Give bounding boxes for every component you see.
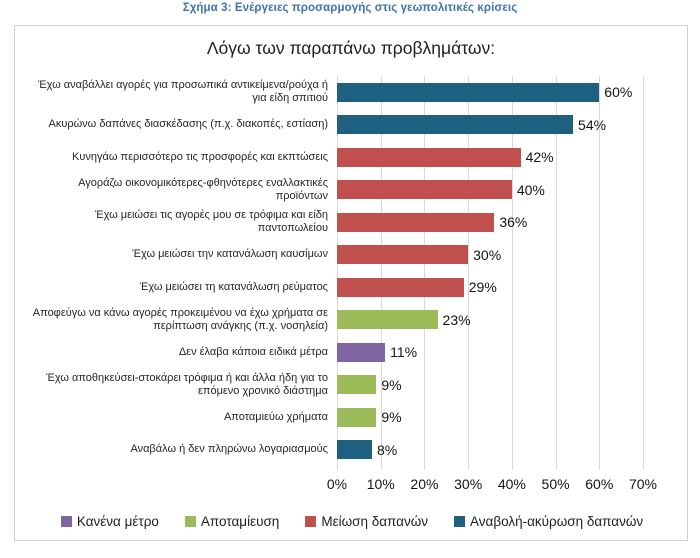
legend-item: Κανένα μέτρο — [60, 514, 159, 529]
bar-label: Αγοράζω οικονομικότερες-φθηνότερες εναλλ… — [78, 176, 328, 202]
legend-swatch — [184, 516, 196, 527]
bar-label: Αναβάλω ή δεν πληρώνω λογαριασμούς — [130, 443, 328, 456]
x-axis-tick: 70% — [628, 476, 658, 492]
bar — [337, 342, 386, 362]
bar-label: Αποταμιεύω χρήματα — [223, 410, 328, 423]
bar-row: Ακυρώνω δαπάνες διασκέδασης (π.χ. διακοπ… — [23, 109, 681, 142]
bar-plot-cell: 40% — [337, 180, 643, 200]
gridline — [599, 76, 601, 470]
bar-plot-cell: 30% — [337, 245, 643, 265]
x-axis-tick: 60% — [585, 476, 614, 492]
legend-swatch — [454, 516, 466, 527]
bar-row: Έχω μειώσει τη κατανάλωση ρεύματος 29% — [23, 271, 681, 304]
bar-row: Έχω μειώσει την κατανάλωση καυσίμων 30% — [23, 239, 681, 272]
gridline — [380, 76, 382, 470]
gridline — [468, 76, 470, 470]
legend-label: Μείωση δαπανών — [321, 514, 429, 529]
bar — [337, 310, 438, 330]
bar-value-label: 9% — [381, 409, 402, 426]
gridline — [511, 76, 513, 470]
bar-plot-cell: 8% — [337, 440, 643, 460]
x-axis-tick: 40% — [497, 476, 526, 492]
figure-caption: Σχήμα 3: Ενέργειες προσαρμογής στις γεωπ… — [182, 2, 518, 14]
gridline — [643, 76, 644, 470]
x-axis-tick: 50% — [541, 476, 570, 492]
bar-value-label: 36% — [499, 214, 528, 231]
chart-title: Λόγω των παραπάνω προβλημάτων: — [206, 38, 496, 58]
bar — [337, 407, 377, 427]
bar-plot-cell: 23% — [337, 310, 643, 330]
legend-label: Αποταμίευση — [200, 514, 280, 529]
legend-label: Κανένα μέτρο — [76, 514, 159, 529]
bar-plot-cell: 11% — [337, 342, 643, 362]
bar-label: Έχω μειώσει την κατανάλωση καυσίμων — [132, 248, 328, 261]
bar-plot-cell: 54% — [337, 115, 643, 135]
bar — [337, 277, 464, 297]
bar — [337, 147, 521, 167]
bar-value-label: 40% — [516, 181, 545, 198]
chart-container: Λόγω των παραπάνω προβλημάτων: Έχω αναβά… — [14, 25, 688, 541]
gridline — [555, 76, 557, 470]
bar-plot-cell: 9% — [337, 407, 643, 427]
bar — [337, 245, 469, 265]
bar-label: Έχω μειώσει τη κατανάλωση ρεύματος — [139, 280, 328, 293]
bar-value-label: 8% — [376, 441, 398, 458]
x-axis: 0% 10% 20% 30% 40% 50% 60% 70% — [327, 476, 657, 494]
bar-row: Αγοράζω οικονομικότερες-φθηνότερες εναλλ… — [23, 174, 681, 207]
bar-row: Αποφεύγω να κάνω αγορές προκειμένου να έ… — [23, 304, 681, 337]
legend-swatch — [305, 516, 317, 527]
bar-row: Αναβάλω ή δεν πληρώνω λογαριασμούς 8% — [23, 434, 681, 467]
bar-plot-cell: 36% — [337, 212, 643, 232]
legend-swatch — [60, 516, 72, 527]
bar-plot-cell: 42% — [337, 147, 643, 167]
bar-label: Έχω αποθηκεύσει-στοκάρει τρόφιμα ή και ά… — [46, 371, 328, 397]
bar-label: Αποφεύγω να κάνω αγορές προκειμένου να έ… — [32, 306, 328, 332]
bar — [337, 180, 512, 200]
bar-plot-cell: 29% — [337, 277, 643, 297]
bar-label: Δεν έλαβα κάποια ειδικά μέτρα — [178, 345, 328, 358]
bar — [337, 212, 495, 232]
gridlines — [337, 76, 644, 470]
gridline — [337, 76, 338, 470]
bar-row: Αποταμιεύω χρήματα 9% — [23, 401, 681, 434]
bar-row: Δεν έλαβα κάποια ειδικά μέτρα 11% — [23, 336, 681, 369]
x-axis-tick: 20% — [410, 476, 439, 492]
bar-value-label: 11% — [390, 344, 418, 361]
x-axis-tick: 30% — [454, 476, 483, 492]
bar-plot-cell: 60% — [337, 82, 643, 102]
bar-label: Κυνηγάω περισσότερο τις προσφορές και εκ… — [72, 150, 328, 163]
gridline — [424, 76, 426, 470]
x-axis-tick: 10% — [366, 476, 395, 492]
bar-label: Έχω αναβάλλει αγορές για προσωπικά αντικ… — [38, 79, 328, 105]
bar — [337, 375, 377, 395]
bar-row: Έχω αναβάλλει αγορές για προσωπικά αντικ… — [23, 76, 681, 109]
bar — [337, 440, 372, 460]
bar — [337, 82, 600, 102]
legend-item: Μείωση δαπανών — [305, 514, 428, 529]
bar-value-label: 29% — [468, 279, 497, 296]
bar-value-label: 42% — [525, 149, 554, 166]
legend-item: Αποταμίευση — [184, 514, 280, 529]
bar-value-label: 23% — [442, 311, 471, 328]
bar-plot-cell: 9% — [337, 375, 643, 395]
legend-item: Αναβολή-ακύρωση δαπανών — [454, 514, 643, 529]
bar-value-label: 54% — [578, 116, 607, 133]
bar-value-label: 9% — [381, 376, 402, 393]
bar — [337, 115, 574, 135]
bar-label: Ακυρώνω δαπάνες διασκέδασης (π.χ. διακοπ… — [48, 118, 328, 131]
bar-rows: Έχω αναβάλλει αγορές για προσωπικά αντικ… — [23, 76, 681, 466]
bar-row: Έχω αποθηκεύσει-στοκάρει τρόφιμα ή και ά… — [23, 369, 681, 402]
legend-label: Αναβολή-ακύρωση δαπανών — [470, 514, 644, 529]
bar-chart: Έχω αναβάλλει αγορές για προσωπικά αντικ… — [23, 76, 681, 534]
bar-label: Έχω μειώσει τις αγορές μου σε τρόφιμα κα… — [95, 209, 328, 235]
x-axis-tick: 0% — [326, 476, 348, 492]
bar-value-label: 60% — [604, 84, 633, 101]
bar-row: Έχω μειώσει τις αγορές μου σε τρόφιμα κα… — [23, 206, 681, 239]
bar-value-label: 30% — [473, 246, 502, 263]
bar-row: Κυνηγάω περισσότερο τις προσφορές και εκ… — [23, 141, 681, 174]
legend: Κανένα μέτρο Αποταμίευση Μείωση δαπανών Ανα… — [23, 514, 681, 529]
